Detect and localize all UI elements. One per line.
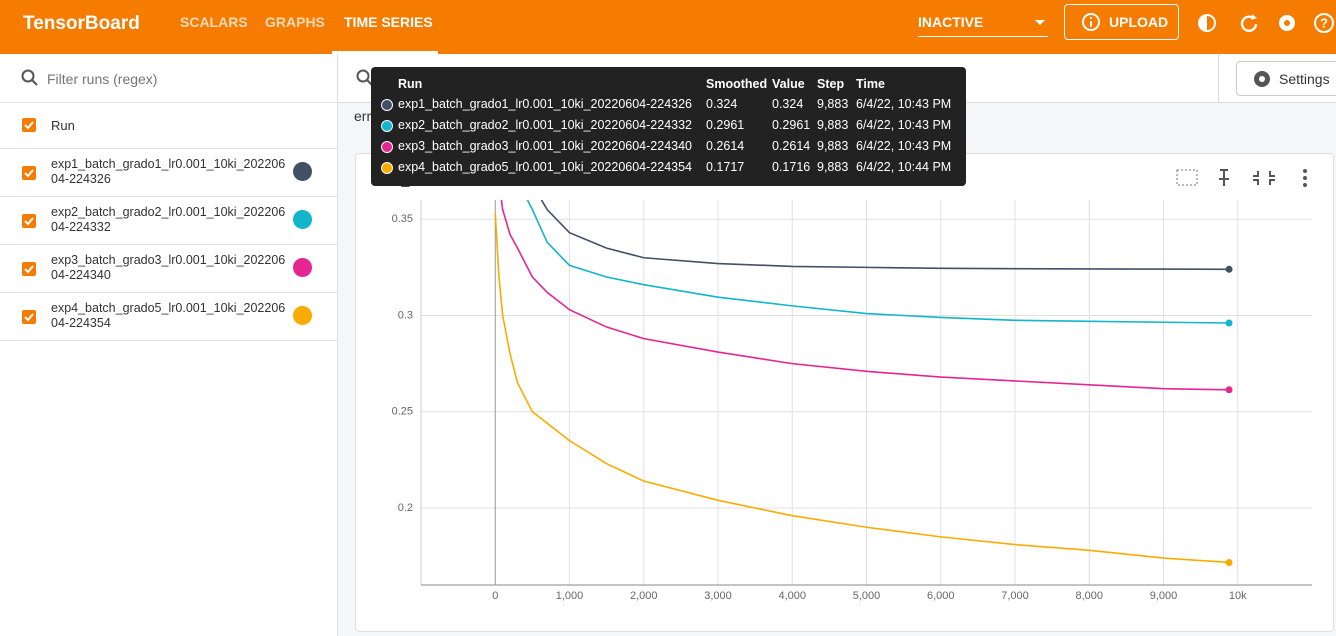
filter-placeholder: Filter runs (regex) xyxy=(47,71,158,87)
tooltip-value: 0.324 xyxy=(772,97,804,111)
tooltip-header: Run xyxy=(398,77,423,91)
top-bar: TensorBoard SCALARS GRAPHS TIME SERIES I… xyxy=(0,0,1336,54)
tooltip-value: 0.2614 xyxy=(772,139,811,153)
checkbox xyxy=(22,166,36,180)
x-tick-label: 4,000 xyxy=(778,590,806,602)
tooltip-run: exp3_batch_grado3_lr0.001_10ki_20220604-… xyxy=(398,139,693,153)
tooltip-value: 0.2961 xyxy=(772,118,811,132)
run-color xyxy=(293,210,312,229)
x-tick-label: 0 xyxy=(492,590,498,602)
tooltip-dot xyxy=(381,141,393,153)
card-actions[interactable] xyxy=(1174,166,1324,190)
run-color xyxy=(293,306,312,325)
tooltip-dot xyxy=(381,99,393,111)
toolbar-icons[interactable]: ? xyxy=(1194,10,1336,36)
run-name: exp2_batch_grado2_lr0.001_10ki_20220604-… xyxy=(51,205,286,234)
x-tick-label: 2,000 xyxy=(630,590,658,602)
tab[interactable]: GRAPHS xyxy=(265,14,325,30)
run-color xyxy=(293,258,312,277)
tooltip-header: Time xyxy=(856,77,885,91)
checkbox xyxy=(22,262,36,276)
status: INACTIVE xyxy=(918,14,984,30)
tooltip-run: exp4_batch_grado5_lr0.001_10ki_20220604-… xyxy=(398,160,693,174)
gear-icon xyxy=(1254,71,1270,87)
tooltip-smoothed: 0.324 xyxy=(706,97,738,111)
x-tick-label: 3,000 xyxy=(704,590,732,602)
tooltip-dot xyxy=(381,162,393,174)
app-title: TensorBoard xyxy=(23,13,140,34)
run-row[interactable]: exp3_batch_grado3_lr0.001_10ki_20220604-… xyxy=(0,245,337,293)
checkbox xyxy=(22,214,36,228)
run-header: Run xyxy=(0,103,337,149)
tooltip-header: Value xyxy=(772,77,805,91)
info-icon xyxy=(1082,13,1100,31)
tooltip-header: Step xyxy=(817,77,845,91)
checkbox[interactable] xyxy=(22,118,36,132)
y-tick-label: 0.3 xyxy=(398,309,413,321)
checkbox xyxy=(22,310,36,324)
tooltip-time: 6/4/22, 10:43 PM xyxy=(856,118,952,132)
run-column: Run xyxy=(51,118,75,133)
series-line xyxy=(494,213,1230,564)
tooltip-time: 6/4/22, 10:43 PM xyxy=(856,139,952,153)
x-tick-label: 7,000 xyxy=(1001,590,1029,602)
tooltip: Run Smoothed Value Step Time exp1_batch_grado… xyxy=(371,67,966,186)
tooltip-time: 6/4/22, 10:44 PM xyxy=(856,160,952,174)
tooltip-step: 9,883 xyxy=(817,97,849,111)
run-row[interactable]: exp1_batch_grado1_lr0.001_10ki_20220604-… xyxy=(0,149,337,197)
series-line xyxy=(540,200,1230,271)
end-point xyxy=(1225,265,1233,273)
tooltip-step: 9,883 xyxy=(817,139,849,153)
series-line xyxy=(526,200,1230,324)
end-point xyxy=(1225,386,1233,394)
x-tick-label: 10k xyxy=(1229,590,1247,602)
run-row[interactable]: exp4_batch_grado5_lr0.001_10ki_20220604-… xyxy=(0,293,337,341)
tab-active[interactable]: TIME SERIES xyxy=(344,14,433,30)
tab-underline xyxy=(332,51,438,54)
tooltip-smoothed: 0.2961 xyxy=(706,118,745,132)
tooltip-time: 6/4/22, 10:43 PM xyxy=(856,97,952,111)
run-color xyxy=(293,162,312,181)
tooltip-run: exp1_batch_grado1_lr0.001_10ki_20220604-… xyxy=(398,97,693,111)
chart-card: error_1 xyxy=(355,153,1334,632)
tooltip-run: exp2_batch_grado2_lr0.001_10ki_20220604-… xyxy=(398,118,693,132)
settings-button[interactable]: Settings xyxy=(1236,61,1336,96)
tooltip-step: 9,883 xyxy=(817,160,849,174)
svg-text:?: ? xyxy=(1320,15,1328,30)
run-row[interactable]: exp2_batch_grado2_lr0.001_10ki_20220604-… xyxy=(0,197,337,245)
run-name: exp1_batch_grado1_lr0.001_10ki_20220604-… xyxy=(51,157,286,186)
y-tick-label: 0.25 xyxy=(392,406,413,418)
y-tick-label: 0.2 xyxy=(398,502,413,514)
dropdown-arrow xyxy=(1035,20,1045,25)
end-point xyxy=(1225,558,1233,566)
upload-label: UPLOAD xyxy=(1109,14,1169,30)
tooltip-smoothed: 0.2614 xyxy=(706,139,745,153)
x-tick-label: 8,000 xyxy=(1075,590,1103,602)
x-tick-label: 5,000 xyxy=(853,590,881,602)
sidebar: Filter runs (regex) Run exp1_batch_grado… xyxy=(0,54,338,636)
tooltip-header: Smoothed xyxy=(706,77,768,91)
search-icon xyxy=(21,69,38,86)
status-dropdown[interactable]: INACTIVE xyxy=(918,14,1048,37)
tooltip-dot xyxy=(381,120,393,132)
tab[interactable]: SCALARS xyxy=(180,14,248,30)
x-tick-label: 1,000 xyxy=(556,590,584,602)
upload-button[interactable]: UPLOAD xyxy=(1064,4,1179,40)
run-filter[interactable]: Filter runs (regex) xyxy=(0,54,337,103)
run-name: exp4_batch_grado5_lr0.001_10ki_20220604-… xyxy=(51,301,286,330)
divider xyxy=(1218,54,1219,102)
run-name: exp3_batch_grado3_lr0.001_10ki_20220604-… xyxy=(51,253,286,282)
series-line xyxy=(500,200,1230,391)
settings-label: Settings xyxy=(1279,71,1330,87)
y-tick-label: 0.35 xyxy=(392,213,413,225)
x-tick-label: 9,000 xyxy=(1150,590,1178,602)
end-point xyxy=(1225,319,1233,327)
tooltip-step: 9,883 xyxy=(817,118,849,132)
x-tick-label: 6,000 xyxy=(927,590,955,602)
tooltip-smoothed: 0.1717 xyxy=(706,160,745,174)
tooltip-value: 0.1716 xyxy=(772,160,811,174)
